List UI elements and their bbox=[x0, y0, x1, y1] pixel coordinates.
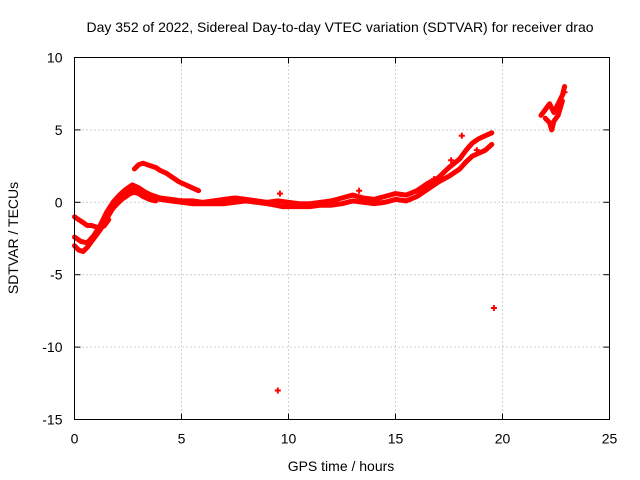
data-point-7 bbox=[356, 187, 363, 194]
data-track-3 bbox=[106, 189, 159, 217]
data-point-8 bbox=[561, 89, 568, 96]
x-tick-label-20: 20 bbox=[495, 431, 511, 447]
data-point-4 bbox=[448, 157, 455, 164]
chart-title: Day 352 of 2022, Sidereal Day-to-day VTE… bbox=[86, 19, 593, 35]
data-point-6 bbox=[276, 190, 283, 197]
y-tick-label-0: 0 bbox=[55, 194, 63, 210]
y-tick-label-5: 5 bbox=[55, 122, 63, 138]
axis-ticks bbox=[74, 57, 610, 420]
x-axis-label: GPS time / hours bbox=[288, 458, 395, 474]
data-track-2 bbox=[72, 130, 495, 246]
data-series-drao bbox=[72, 84, 568, 394]
grid bbox=[74, 57, 610, 420]
data-track-4 bbox=[131, 160, 202, 194]
y-tick-label--10: -10 bbox=[42, 339, 62, 355]
x-tick-label-15: 15 bbox=[388, 431, 404, 447]
y-tick-labels: -15 -10 -5 0 5 10 bbox=[42, 50, 62, 428]
y-tick-label-10: 10 bbox=[47, 50, 63, 66]
y-tick-label--15: -15 bbox=[42, 412, 62, 428]
x-tick-label-0: 0 bbox=[71, 431, 79, 447]
data-track-6 bbox=[542, 98, 565, 133]
data-point-2 bbox=[458, 132, 465, 139]
y-tick-label--5: -5 bbox=[50, 267, 63, 283]
data-track-1 bbox=[72, 141, 495, 254]
data-point-3 bbox=[473, 147, 480, 154]
x-tick-labels: 0 5 10 15 20 25 bbox=[71, 431, 618, 447]
data-point-0 bbox=[274, 387, 281, 394]
data-track-5 bbox=[538, 84, 568, 118]
x-tick-label-10: 10 bbox=[281, 431, 297, 447]
data-point-5 bbox=[431, 176, 438, 183]
x-tick-label-25: 25 bbox=[602, 431, 618, 447]
y-axis-label: SDTVAR / TECUs bbox=[5, 182, 21, 294]
data-point-1 bbox=[490, 305, 497, 312]
x-tick-label-5: 5 bbox=[178, 431, 186, 447]
plot-frame bbox=[74, 57, 610, 420]
